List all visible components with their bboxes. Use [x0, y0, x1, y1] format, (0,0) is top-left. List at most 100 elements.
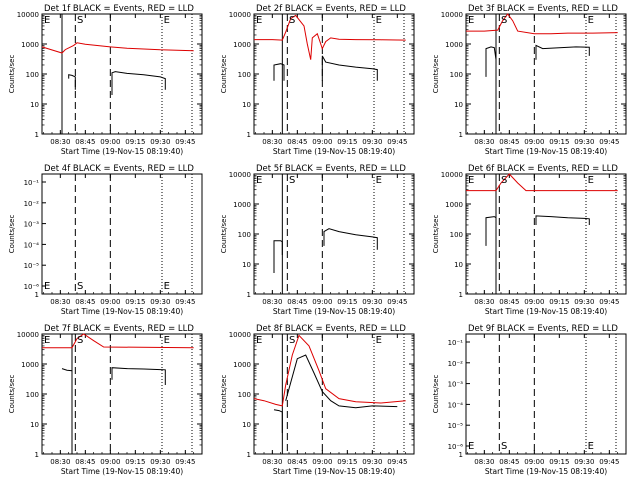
y-tick-label: 10⁻⁶ — [448, 443, 464, 451]
y-tick-label: 1 — [247, 131, 251, 139]
x-tick-label: 08:45 — [499, 138, 519, 146]
x-tick-label: 08:45 — [75, 138, 95, 146]
x-tick-label: 08:45 — [75, 458, 95, 466]
y-tick-label: 1 — [35, 451, 39, 459]
end-marker-label: E — [588, 15, 594, 26]
y-tick-label: 1 — [459, 131, 463, 139]
panel-3: Det 3f BLACK = Events, RED = LLD 1 10 100 10… — [432, 4, 627, 156]
y-axis-label: Counts/sec — [432, 215, 440, 254]
x-tick-label: 09:00 — [312, 458, 332, 466]
y-tick-label: 10⁻¹ — [24, 179, 40, 187]
start-marker-label: S — [289, 175, 295, 186]
panel-7: Det 7f BLACK = Events, RED = LLD 1 10 100 10… — [8, 324, 203, 476]
y-tick-label: 100 — [450, 71, 463, 79]
x-tick-label: 09:15 — [125, 298, 145, 306]
x-tick-label: 09:00 — [524, 298, 544, 306]
x-axis-label: Start Time (19-Nov-15 08:19:40) — [61, 307, 183, 316]
x-tick-label: 08:45 — [499, 458, 519, 466]
end-marker-label: E — [376, 335, 382, 346]
x-tick-label: 08:30 — [474, 298, 494, 306]
x-tick-label: 09:30 — [150, 298, 170, 306]
y-tick-label: 10 — [242, 101, 251, 109]
panel-9: Det 9f BLACK = Events, RED = LLD 10⁻¹ 10⁻²… — [432, 324, 627, 476]
y-tick-label: 1 — [459, 451, 463, 459]
y-tick-label: 1000 — [445, 201, 463, 209]
y-tick-label: 10000 — [229, 331, 251, 339]
panel-title: Det 4f BLACK = Events, RED = LLD — [44, 164, 194, 174]
y-tick-label: 10⁻⁵ — [24, 262, 40, 270]
x-tick-label: 09:45 — [175, 298, 195, 306]
y-tick-label: 100 — [238, 231, 251, 239]
y-axis-label: Counts/sec — [8, 55, 16, 94]
panel-title: Det 5f BLACK = Events, RED = LLD — [256, 164, 406, 174]
y-tick-label: 10000 — [229, 11, 251, 19]
x-tick-label: 09:15 — [549, 458, 569, 466]
x-tick-label: 09:00 — [524, 458, 544, 466]
x-tick-label: 08:30 — [50, 458, 70, 466]
y-axis-label: Counts/sec — [220, 215, 228, 254]
y-axis-label: Counts/sec — [220, 55, 228, 94]
end-marker-label: E — [256, 335, 262, 346]
y-tick-label: 100 — [450, 231, 463, 239]
lld-series-line — [466, 13, 618, 35]
x-tick-label: 09:45 — [599, 458, 619, 466]
y-tick-label: 10⁻² — [448, 360, 464, 368]
x-tick-label: 09:30 — [574, 298, 594, 306]
end-marker-label: E — [468, 15, 474, 26]
plot-frame — [253, 173, 415, 295]
y-tick-label: 10000 — [17, 331, 39, 339]
x-tick-label: 09:15 — [125, 138, 145, 146]
y-tick-label: 10 — [454, 261, 463, 269]
x-tick-label: 08:30 — [474, 138, 494, 146]
x-tick-label: 08:45 — [287, 458, 307, 466]
y-tick-label: 10⁻¹ — [448, 339, 464, 347]
plot-frame — [465, 173, 627, 295]
plot-frame — [465, 13, 627, 135]
start-marker-label: S — [501, 15, 507, 26]
x-axis-label: Start Time (19-Nov-15 08:19:40) — [273, 467, 395, 476]
y-tick-label: 10⁻³ — [448, 381, 464, 389]
plot-frame — [41, 13, 203, 135]
plot-frame — [465, 333, 627, 455]
y-tick-label: 10 — [242, 421, 251, 429]
end-marker-label: E — [164, 281, 170, 292]
y-tick-label: 10⁻⁴ — [24, 241, 40, 249]
end-marker-label: E — [468, 441, 474, 452]
x-tick-label: 09:15 — [337, 138, 357, 146]
events-series-line — [535, 44, 590, 60]
lld-series-line — [254, 14, 406, 60]
x-tick-label: 09:30 — [362, 138, 382, 146]
x-tick-label: 08:45 — [75, 298, 95, 306]
x-tick-label: 09:45 — [599, 138, 619, 146]
end-marker-label: E — [376, 15, 382, 26]
y-tick-label: 10 — [454, 101, 463, 109]
x-tick-label: 09:45 — [387, 138, 407, 146]
lld-series-line — [42, 333, 194, 349]
y-tick-label: 100 — [238, 391, 251, 399]
end-marker-label: E — [164, 335, 170, 346]
y-tick-label: 10000 — [441, 11, 463, 19]
events-series-line — [111, 367, 166, 385]
x-axis-label: Start Time (19-Nov-15 08:19:40) — [485, 147, 607, 156]
y-axis-label: Counts/sec — [432, 55, 440, 94]
end-marker-label: E — [164, 15, 170, 26]
x-tick-label: 09:15 — [549, 298, 569, 306]
y-tick-label: 10⁻⁴ — [448, 401, 464, 409]
events-series-line — [535, 215, 590, 225]
x-tick-label: 09:00 — [100, 138, 120, 146]
x-axis-label: Start Time (19-Nov-15 08:19:40) — [273, 307, 395, 316]
events-series-line — [285, 354, 398, 409]
events-series-line — [485, 46, 497, 77]
y-tick-label: 10⁻⁶ — [24, 283, 40, 291]
y-tick-label: 1 — [247, 291, 251, 299]
x-axis-label: Start Time (19-Nov-15 08:19:40) — [485, 307, 607, 316]
lld-series-line — [466, 173, 618, 192]
panel-8: Det 8f BLACK = Events, RED = LLD 1 10 100 10… — [220, 324, 415, 476]
end-marker-label: E — [588, 175, 594, 186]
x-tick-label: 08:30 — [262, 138, 282, 146]
x-tick-label: 09:15 — [337, 298, 357, 306]
x-tick-label: 09:45 — [387, 458, 407, 466]
x-tick-label: 09:30 — [150, 138, 170, 146]
end-marker-label: E — [44, 281, 50, 292]
events-series-line — [485, 216, 497, 246]
